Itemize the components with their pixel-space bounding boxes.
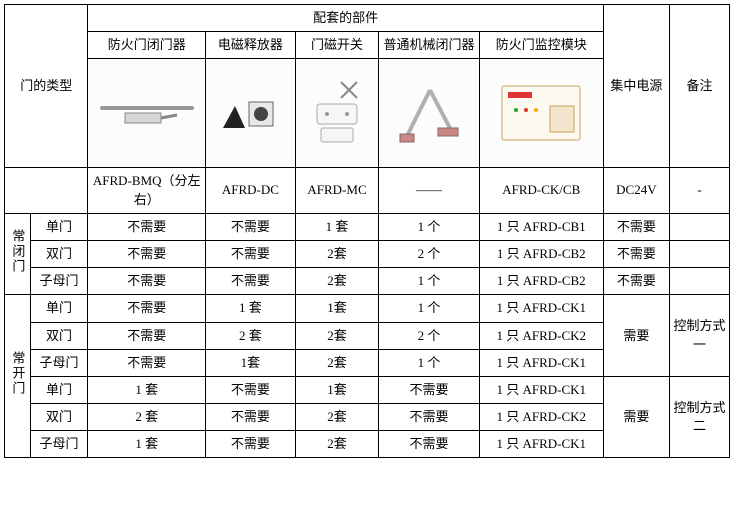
door-double: 双门 (30, 240, 88, 267)
header-components: 配套的部件 (88, 5, 603, 32)
col-closer: 防火门闭门器 (88, 32, 206, 59)
model-power: DC24V (603, 168, 669, 213)
door-cm: 子母门 (30, 268, 88, 295)
img-magswitch (295, 59, 378, 168)
fire-door-config-table: 门的类型 配套的部件 集中电源 备注 防火门闭门器 电磁释放器 门磁开关 普通机… (4, 4, 730, 458)
img-closer (88, 59, 206, 168)
col-monitor: 防火门监控模块 (479, 32, 603, 59)
model-releaser: AFRD-DC (206, 168, 296, 213)
model-remark: - (670, 168, 730, 213)
door-single: 单门 (30, 213, 88, 240)
header-door-type: 门的类型 (5, 5, 88, 168)
open-power-2: 需要 (603, 376, 669, 458)
col-magswitch: 门磁开关 (295, 32, 378, 59)
monitor-module-icon (496, 80, 586, 146)
model-blank (5, 168, 88, 213)
img-monitor (479, 59, 603, 168)
c4: 1 个 (379, 213, 480, 240)
col-mechcloser: 普通机械闭门器 (379, 32, 480, 59)
model-monitor: AFRD-CK/CB (479, 168, 603, 213)
c6: 不需要 (603, 213, 669, 240)
c3: 1 套 (295, 213, 378, 240)
group-closed: 常闭门 (5, 213, 31, 295)
mag-switch-icon (307, 78, 367, 148)
model-mechcloser: —— (379, 168, 480, 213)
model-magswitch: AFRD-MC (295, 168, 378, 213)
em-releaser-icon (215, 88, 285, 138)
open-remark-2: 控制方式二 (670, 376, 730, 458)
door-closer-icon (97, 93, 197, 133)
mech-closer-icon (394, 78, 464, 148)
c7 (670, 213, 730, 240)
header-power: 集中电源 (603, 5, 669, 168)
open-power-1: 需要 (603, 295, 669, 377)
group-open: 常开门 (5, 295, 31, 458)
c1: 不需要 (88, 213, 206, 240)
img-releaser (206, 59, 296, 168)
header-remark: 备注 (670, 5, 730, 168)
img-mechcloser (379, 59, 480, 168)
c2: 不需要 (206, 213, 296, 240)
col-releaser: 电磁释放器 (206, 32, 296, 59)
open-remark-1: 控制方式一 (670, 295, 730, 377)
model-closer: AFRD-BMQ（分左右） (88, 168, 206, 213)
c5: 1 只 AFRD-CB1 (479, 213, 603, 240)
